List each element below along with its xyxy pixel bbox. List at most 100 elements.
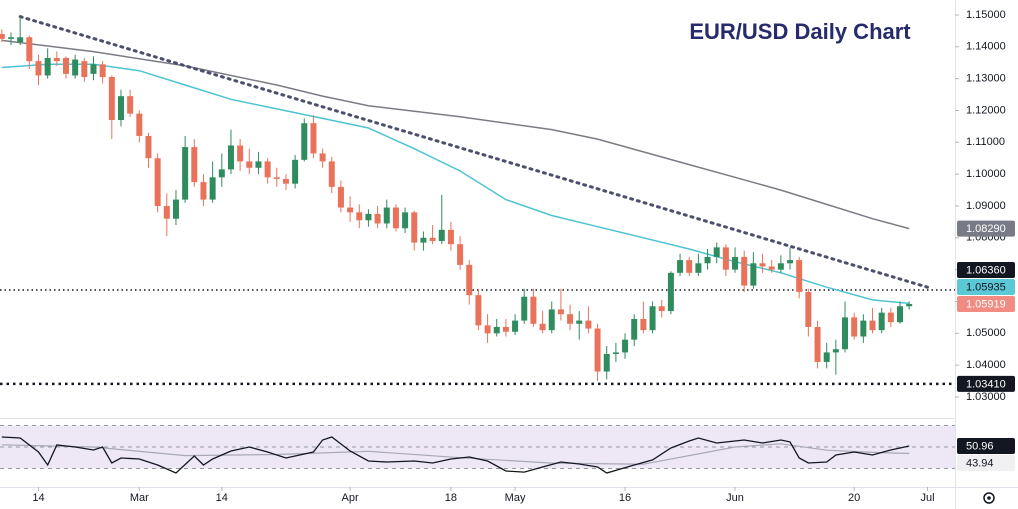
candle-body (695, 263, 702, 273)
candle-body (191, 147, 198, 183)
rsi-line (1, 443, 910, 465)
candle-body (722, 247, 729, 270)
candle-body (383, 207, 390, 224)
candle-body (218, 169, 225, 178)
price-marker (957, 375, 1015, 392)
candle-body (365, 213, 372, 221)
price-marker (957, 220, 1015, 237)
candle-body (457, 244, 464, 265)
x-tick-label: Apr (342, 492, 359, 504)
settings-icon[interactable] (983, 492, 995, 504)
candle-body (832, 349, 839, 353)
y-tick-label: 1.11000 (966, 136, 1005, 148)
candle-body (292, 159, 299, 184)
gear-center[interactable] (987, 496, 991, 500)
x-tick-label: Jun (726, 492, 744, 504)
candle-body (255, 161, 262, 168)
candle-body (264, 161, 271, 178)
candle-body (466, 264, 473, 296)
price-marker-label: 1.06360 (966, 264, 1006, 276)
candle-body (686, 260, 693, 273)
y-tick-label: 1.14000 (966, 41, 1006, 53)
candle-body (640, 318, 647, 331)
rsi-line (1, 436, 910, 474)
x-tick-label: May (505, 492, 526, 504)
candle-body (759, 263, 766, 267)
candle-body (402, 212, 409, 229)
candle-body (44, 57, 51, 76)
price-marker-label: 1.05935 (966, 281, 1006, 293)
candle-body (603, 354, 610, 372)
candle-body (878, 312, 885, 331)
price-marker-label: 50.96 (966, 440, 994, 452)
x-tick-label: 16 (619, 492, 631, 504)
candle-body (117, 96, 124, 121)
candle-body (869, 320, 876, 331)
candle-body (631, 318, 638, 340)
candle-body (851, 317, 858, 337)
x-tick-label: 14 (32, 492, 44, 504)
candle-body (567, 314, 574, 324)
y-tick-label: 1.13000 (966, 73, 1006, 85)
candle-body (136, 113, 143, 136)
y-tick-label: 1.10000 (966, 168, 1006, 180)
candle-body (521, 296, 528, 321)
candle-body (392, 207, 399, 229)
candle-body (667, 272, 674, 312)
price-marker-label: 1.03410 (966, 378, 1006, 390)
candle-body (787, 260, 794, 264)
candle-body (576, 320, 583, 324)
candle-body (209, 177, 216, 200)
chart-title: EUR/USD Daily Chart (689, 19, 911, 44)
candle-body (741, 256, 748, 286)
candle-body (493, 326, 500, 334)
candle-body (411, 212, 418, 243)
price-marker (957, 262, 1015, 279)
candle-body (823, 352, 830, 362)
candle-body (301, 123, 308, 160)
y-tick-label: 1.04000 (966, 359, 1006, 371)
y-tick-label: 1.03000 (966, 391, 1006, 403)
candle-body (237, 145, 244, 162)
candle-body (502, 326, 509, 332)
price-marker (957, 454, 1015, 471)
x-tick-label: Mar (130, 492, 149, 504)
candle-body (512, 320, 519, 332)
candle-body (622, 339, 629, 353)
candle-body (814, 326, 821, 362)
candle-body (35, 61, 42, 76)
candle-body (328, 161, 335, 187)
candle-body (677, 260, 684, 273)
candle-body (108, 77, 115, 121)
candle-body (337, 186, 344, 208)
candle-body (557, 309, 564, 315)
candle-body (17, 37, 24, 43)
candle-body (246, 161, 253, 168)
candle-body (172, 199, 179, 219)
candle-body (374, 213, 381, 224)
candle-body (127, 96, 134, 114)
moving-average (1, 63, 910, 305)
candle-body (750, 263, 757, 286)
price-marker-label: 1.08290 (966, 223, 1006, 235)
candle-body (81, 61, 88, 78)
candle-body (99, 64, 106, 78)
candle-body (768, 266, 775, 270)
price-marker (957, 437, 1015, 454)
candle-body (347, 207, 354, 213)
moving-average (1, 39, 910, 230)
y-tick-label: 1.15000 (966, 9, 1006, 21)
candle-body (273, 177, 280, 179)
gear[interactable] (983, 492, 995, 504)
price-marker (957, 279, 1015, 296)
candle-body (356, 212, 363, 221)
candle-body (704, 256, 711, 264)
candle-body (90, 64, 97, 74)
candle-body (539, 323, 546, 331)
candle-body (7, 37, 14, 39)
candle-body (732, 256, 739, 270)
candle-body (713, 247, 720, 257)
candle-body (530, 296, 537, 324)
candle-body (447, 229, 454, 245)
